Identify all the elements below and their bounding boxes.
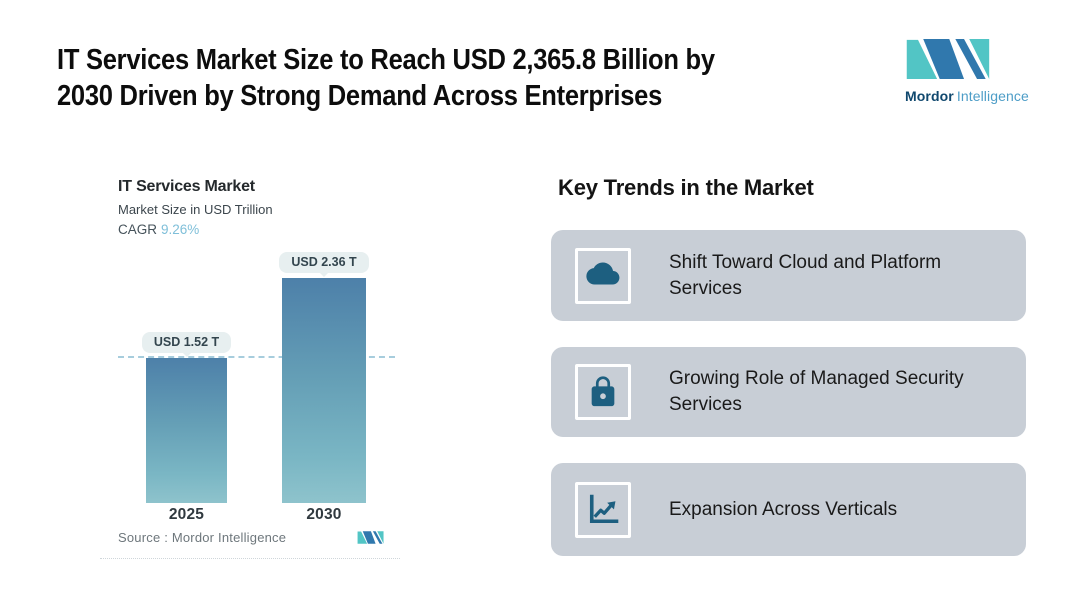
bar-2030 (282, 278, 366, 503)
x-tick-2030: 2030 (306, 506, 342, 523)
page-title-line2: 2030 Driven by Strong Demand Across Ente… (57, 80, 663, 112)
page-title: IT Services Market Size to Reach USD 2,3… (57, 42, 831, 114)
trend-card-cloud: Shift Toward Cloud and Platform Services (551, 230, 1026, 321)
trends-heading: Key Trends in the Market (558, 175, 814, 200)
value-label-2025: USD 1.52 T (141, 332, 232, 353)
x-tick-2025: 2025 (168, 506, 205, 523)
market-size-chart: IT Services Market Market Size in USD Tr… (100, 170, 400, 559)
page-title-line1: IT Services Market Size to Reach USD 2,3… (57, 44, 715, 76)
mordor-logo-small-icon (357, 531, 384, 544)
trend-text-security: Growing Role of Managed Security Service… (669, 368, 964, 415)
trend-text-verticals: Expansion Across Verticals (669, 498, 898, 520)
bar-plot: USD 1.52 T USD 2.36 T (100, 170, 400, 503)
trend-card-security: Growing Role of Managed Security Service… (551, 347, 1026, 437)
cagr-value: 9.26% (161, 222, 200, 237)
bar-column-2025: USD 1.52 T (141, 332, 232, 503)
brand-name-light: Intelligence (956, 88, 1029, 104)
trend-card-verticals: Expansion Across Verticals (551, 463, 1026, 556)
chart-title: IT Services Market (118, 178, 255, 195)
brand-logo: Mordor Intelligence (905, 36, 1029, 104)
trend-text-cloud: Shift Toward Cloud and Platform Services (669, 251, 942, 299)
cloud-icon (575, 247, 631, 304)
trend-chart-icon (575, 481, 631, 538)
x-axis-labels: 2025 2030 (100, 506, 400, 526)
lock-icon (575, 364, 631, 420)
bar-column-2030: USD 2.36 T (279, 252, 369, 503)
mordor-logo-icon (906, 39, 990, 79)
brand-name-bold: Mordor (905, 88, 954, 104)
value-label-2030: USD 2.36 T (279, 252, 369, 273)
chart-subtitle: Market Size in USD Trillion (118, 202, 273, 217)
chart-source-row: Source : Mordor Intelligence (118, 530, 386, 545)
chart-source: Source : Mordor Intelligence (118, 530, 287, 545)
bar-2025 (146, 358, 227, 503)
reference-dashed-line (118, 356, 395, 358)
cagr-label: CAGR (118, 222, 158, 237)
brand-name: Mordor Intelligence (905, 88, 1029, 104)
chart-cagr: CAGR 9.26% (118, 222, 199, 237)
